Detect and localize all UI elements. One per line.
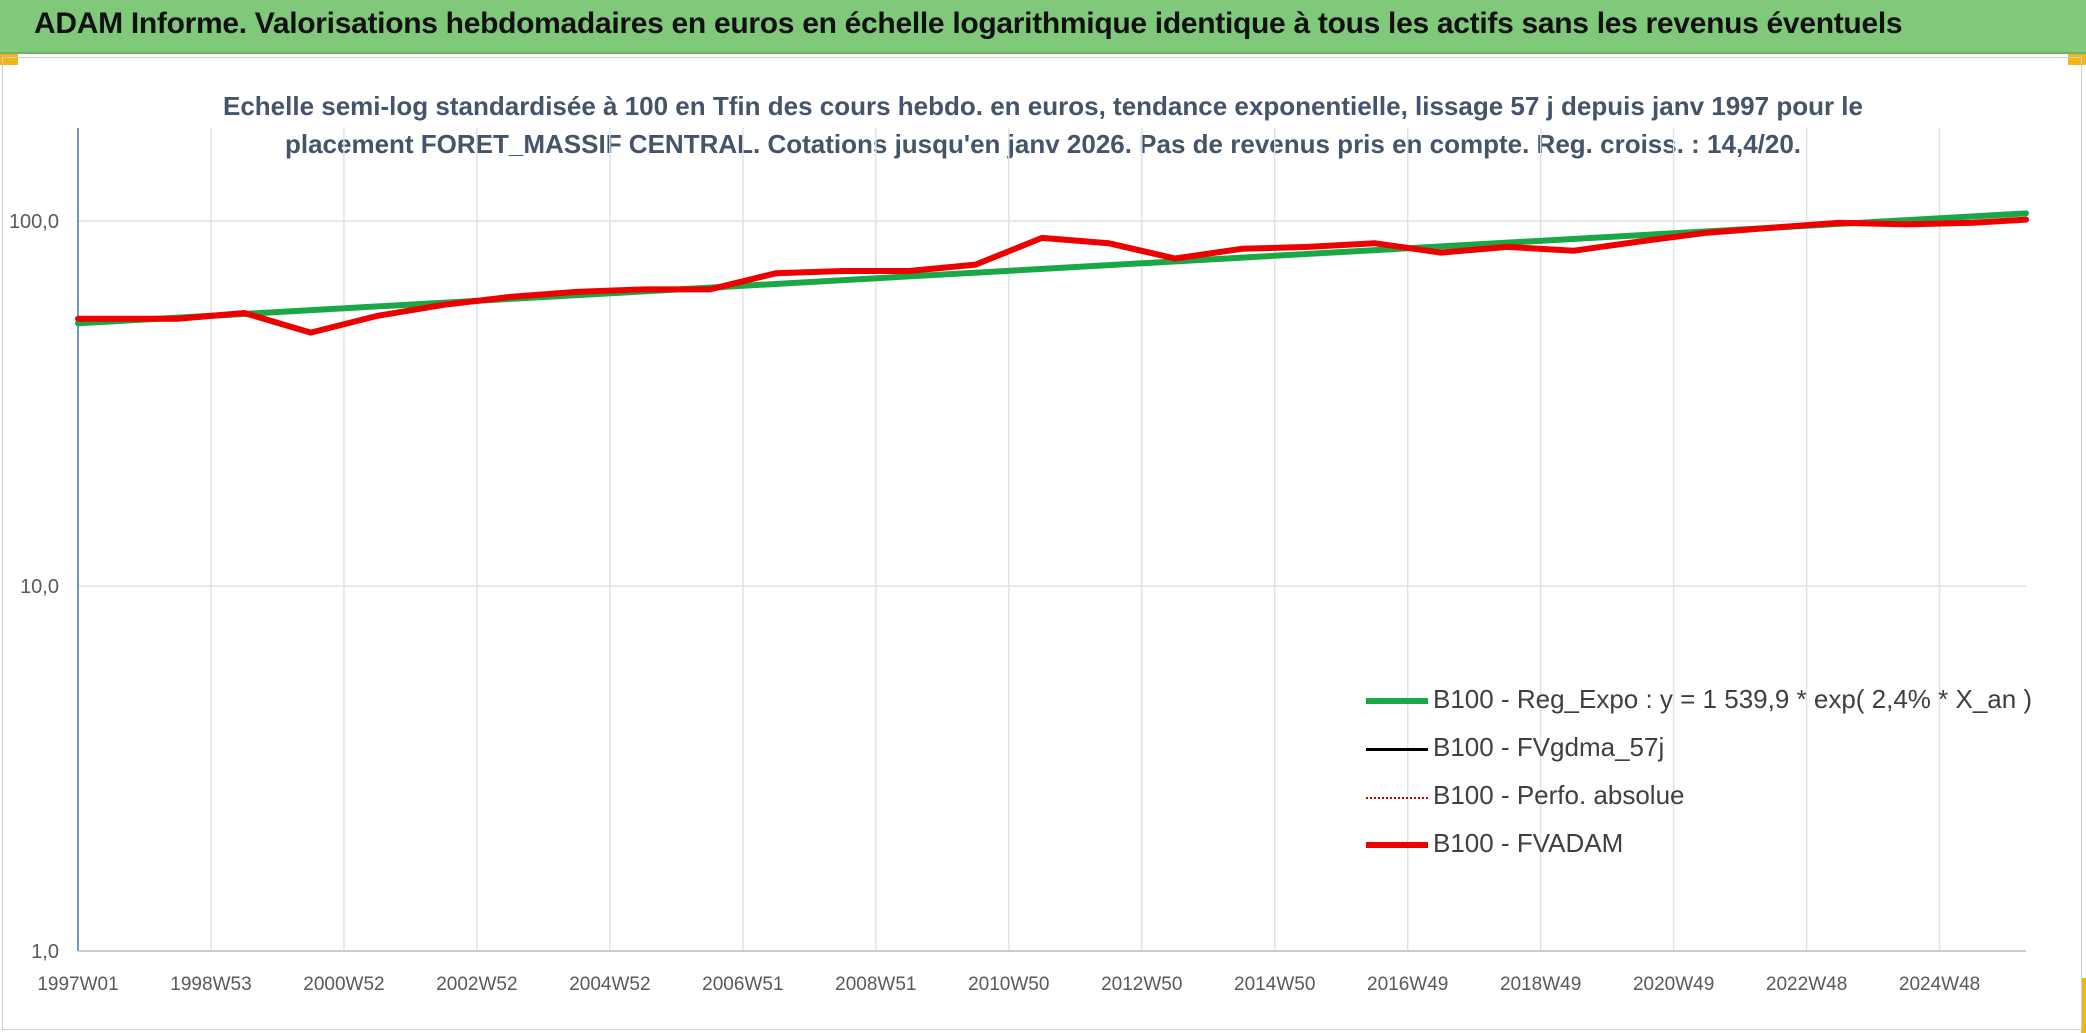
x-tick-label: 2014W50 <box>1234 974 1315 995</box>
series-line-3 <box>75 216 2029 336</box>
legend-label-reg-expo: B100 - Reg_Expo : y = 1 539,9 * exp( 2,4… <box>1433 684 2033 714</box>
x-tick-label: 2022W48 <box>1766 974 1847 995</box>
legend-swatch-reg-expo <box>1366 698 1428 704</box>
corner-marker-right <box>2068 54 2086 65</box>
x-tick-label: 2006W51 <box>702 974 783 995</box>
legend-item-fvgdma: B100 - FVgdma_57j <box>1366 726 2006 774</box>
y-tick-label: 1,0 <box>31 941 59 963</box>
legend-item-reg-expo: B100 - Reg_Expo : y = 1 539,9 * exp( 2,4… <box>1366 678 2032 726</box>
corner-marker-bottom-right <box>2081 978 2086 1033</box>
x-tick-label: 2000W52 <box>303 974 384 995</box>
x-tick-label: 2016W49 <box>1367 974 1448 995</box>
x-tick-label: 1998W53 <box>170 974 251 995</box>
legend-item-fvadam: B100 - FVADAM <box>1366 822 2006 870</box>
legend-swatch-fvadam <box>1366 842 1428 848</box>
legend-label-fvadam: B100 - FVADAM <box>1433 828 1624 858</box>
chart-title: Echelle semi-log standardisée à 100 en T… <box>0 87 2086 163</box>
x-tick-label: 1997W01 <box>37 974 118 995</box>
legend-swatch-perfo-absolue <box>1366 797 1428 799</box>
legend-label-fvgdma: B100 - FVgdma_57j <box>1433 732 1665 762</box>
corner-marker-left <box>0 54 18 65</box>
legend-swatch-fvgdma <box>1366 748 1428 751</box>
x-tick-label: 2018W49 <box>1500 974 1581 995</box>
banner-title: ADAM Informe. Valorisations hebdomadaire… <box>34 7 1903 40</box>
chart-title-line-1: Echelle semi-log standardisée à 100 en T… <box>222 91 1863 121</box>
chart-legend: B100 - Reg_Expo : y = 1 539,9 * exp( 2,4… <box>1366 678 2032 870</box>
x-tick-label: 2008W51 <box>835 974 916 995</box>
x-tick-label: 2004W52 <box>569 974 650 995</box>
chart-title-line-2: placement FORET_MASSIF CENTRAL. Cotation… <box>284 129 1802 159</box>
y-tick-label: 100,0 <box>9 211 59 233</box>
x-tick-label: 2020W49 <box>1633 974 1714 995</box>
legend-label-perfo-absolue: B100 - Perfo. absolue <box>1433 780 1685 810</box>
x-tick-label: 2002W52 <box>436 974 517 995</box>
title-banner: ADAM Informe. Valorisations hebdomadaire… <box>0 0 2086 54</box>
x-tick-label: 2024W48 <box>1899 974 1980 995</box>
x-tick-label: 2010W50 <box>968 974 1049 995</box>
legend-item-perfo-absolue: B100 - Perfo. absolue <box>1366 774 2006 822</box>
y-tick-label: 10,0 <box>20 576 59 598</box>
chart-frame <box>2 57 2082 1030</box>
x-tick-label: 2012W50 <box>1101 974 1182 995</box>
